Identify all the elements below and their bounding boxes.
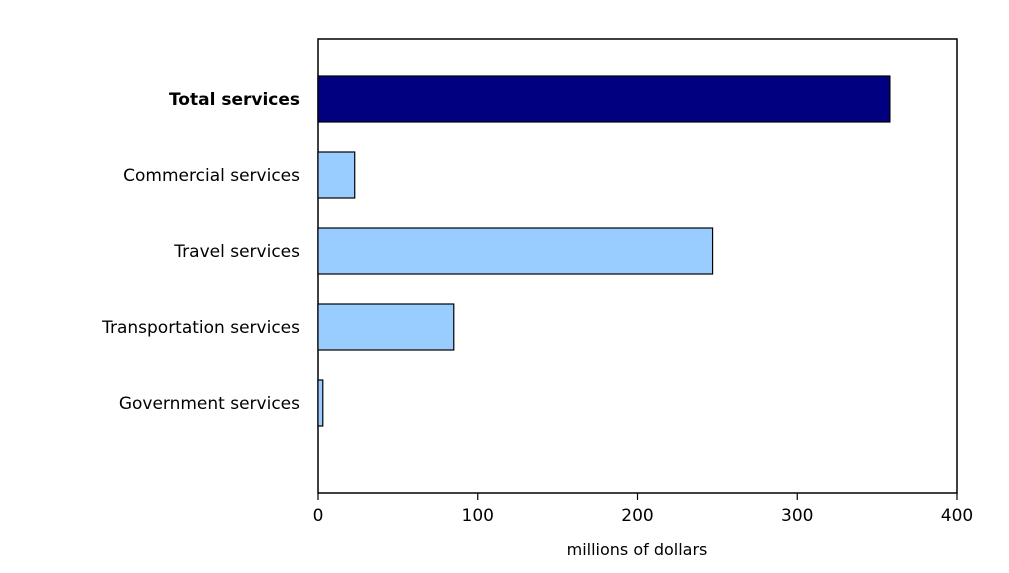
bar-government-services (317, 379, 324, 427)
category-labels: Total services Commercial services Travel … (101, 90, 300, 414)
x-tick-label-100: 100 (462, 506, 494, 526)
bar-travel-services (317, 227, 714, 275)
category-label-commercial-services: Commercial services (123, 166, 300, 186)
x-tick-label-200: 200 (621, 506, 653, 526)
category-label-government-services: Government services (119, 394, 300, 414)
bar-total-services (317, 75, 891, 123)
x-tick-label-400: 400 (941, 506, 973, 526)
x-axis-ticks: 0 100 200 300 400 (313, 493, 973, 526)
x-tick-label-300: 300 (781, 506, 813, 526)
bar-transportation-services (317, 303, 455, 351)
category-label-travel-services: Travel services (173, 242, 300, 262)
bars-group (317, 75, 891, 427)
x-axis-label: millions of dollars (567, 540, 708, 559)
category-label-transportation-services: Transportation services (101, 318, 300, 338)
category-label-total-services: Total services (169, 90, 300, 110)
bar-commercial-services (317, 151, 356, 199)
x-tick-label-0: 0 (313, 506, 324, 526)
